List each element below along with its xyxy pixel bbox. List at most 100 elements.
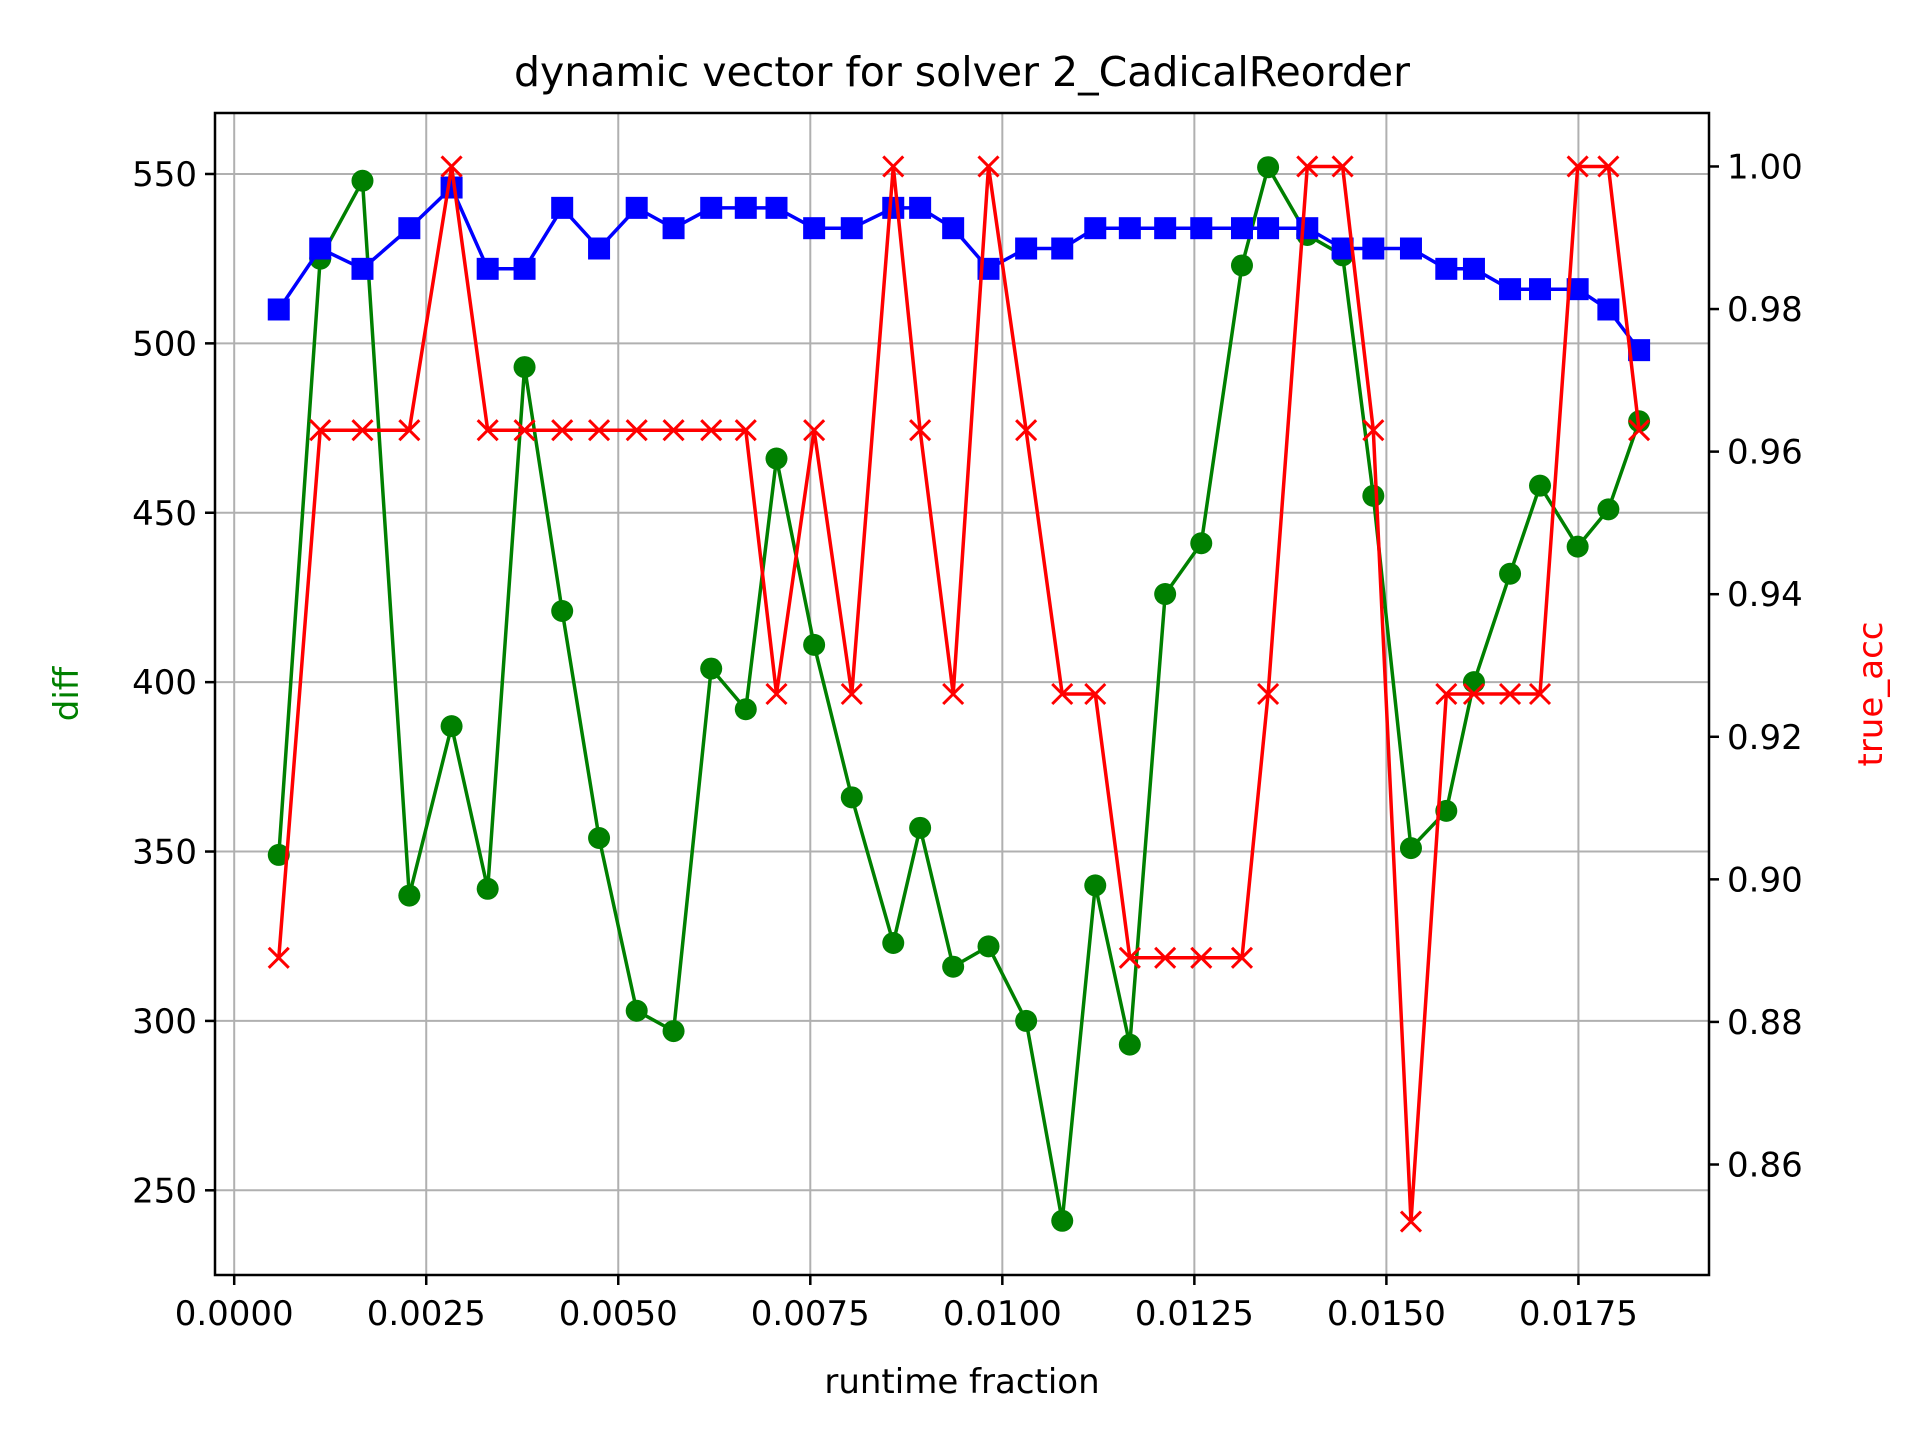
chart-title: dynamic vector for solver 2_CadicalReord…: [514, 48, 1410, 96]
data-point-circle: [1399, 837, 1422, 860]
data-point-square: [909, 196, 932, 219]
right-y-axis-ticks: 0.86 0.88 0.90 0.92 0.94 0.96 0.98 1.00: [1709, 147, 1803, 1186]
left-y-tick-label: 550: [132, 155, 197, 195]
left-y-axis-label: diff: [47, 665, 87, 721]
data-point-x: [351, 419, 374, 442]
data-point-circle: [803, 633, 826, 656]
data-point-x: [267, 946, 290, 969]
series-x: [267, 155, 1651, 1233]
data-point-circle: [1257, 156, 1280, 179]
data-point-x: [1399, 1210, 1423, 1233]
data-point-square: [476, 257, 499, 280]
data-point-x: [662, 419, 685, 442]
data-point-square: [1499, 278, 1522, 301]
data-point-x: [882, 155, 905, 178]
data-point-square: [700, 196, 723, 219]
data-point-square: [625, 196, 648, 219]
data-point-x: [625, 419, 648, 442]
data-point-circle: [1084, 874, 1107, 897]
data-point-square: [1230, 217, 1253, 240]
series-line: [277, 165, 1641, 1223]
data-point-square: [942, 217, 965, 240]
data-point-square: [267, 298, 290, 321]
data-point-x: [1331, 155, 1354, 178]
data-point-x: [1528, 682, 1552, 706]
data-point-circle: [1190, 532, 1213, 555]
x-tick-label: 0.0050: [559, 1294, 678, 1334]
data-point-square: [1296, 217, 1319, 240]
data-point-square: [513, 257, 536, 280]
data-point-square: [309, 237, 332, 260]
data-point-square: [1462, 257, 1485, 280]
data-point-x: [1597, 155, 1620, 178]
data-point-x: [803, 419, 826, 442]
data-point-square: [351, 257, 374, 280]
data-point-square: [1257, 217, 1280, 240]
x-axis-label: runtime fraction: [824, 1362, 1099, 1402]
data-point-circle: [1462, 671, 1485, 694]
data-point-x: [840, 682, 863, 706]
data-point-square: [1399, 237, 1422, 260]
right-y-tick-label: 0.98: [1727, 290, 1803, 330]
data-point-circle: [551, 600, 574, 622]
data-point-x: [1296, 155, 1319, 178]
x-tick-label: 0.0100: [943, 1294, 1062, 1334]
left-y-tick-label: 250: [132, 1171, 197, 1211]
data-point-x: [765, 682, 788, 706]
data-point-x: [1462, 682, 1486, 706]
series-circle: [267, 156, 1651, 1232]
right-y-tick-label: 0.86: [1727, 1146, 1803, 1186]
data-point-x: [1498, 682, 1522, 706]
data-point-circle: [1051, 1209, 1074, 1232]
series-line: [277, 164, 1641, 1224]
left-y-tick-label: 350: [132, 833, 197, 873]
data-point-circle: [351, 169, 374, 192]
left-y-tick-label: 400: [132, 663, 197, 703]
data-point-x: [700, 419, 723, 442]
data-point-x: [440, 155, 463, 178]
data-point-square: [1331, 237, 1354, 260]
data-point-circle: [476, 877, 499, 900]
data-point-circle: [1499, 562, 1522, 585]
data-point-x: [476, 419, 499, 442]
data-point-square: [1435, 257, 1458, 280]
data-point-circle: [588, 826, 611, 849]
data-point-circle: [1566, 535, 1589, 558]
data-point-circle: [1529, 474, 1552, 497]
data-point-square: [1015, 237, 1038, 260]
data-point-square: [1154, 217, 1177, 240]
x-tick-label: 0.0125: [1135, 1294, 1254, 1334]
right-y-axis-label: true_acc: [1851, 622, 1891, 767]
data-point-circle: [267, 843, 290, 866]
data-point-x: [977, 155, 1000, 178]
data-point-circle: [700, 657, 723, 680]
data-point-x: [909, 419, 932, 442]
data-point-x: [734, 419, 757, 442]
data-point-x: [588, 419, 611, 442]
data-point-x: [398, 419, 421, 442]
data-point-square: [840, 217, 863, 240]
data-point-circle: [942, 955, 965, 978]
data-point-square: [1597, 298, 1620, 321]
data-point-circle: [734, 698, 757, 721]
data-point-square: [734, 196, 757, 219]
left-y-tick-label: 450: [132, 494, 197, 534]
right-y-tick-label: 0.94: [1727, 575, 1803, 615]
left-y-axis-ticks: 250 300 350 400 450 500 550: [132, 155, 215, 1211]
data-point-circle: [1435, 799, 1458, 822]
data-point-x: [1118, 946, 1141, 969]
data-point-circle: [840, 786, 863, 809]
x-tick-label: 0.0000: [175, 1294, 294, 1334]
data-point-circle: [977, 935, 1000, 958]
data-point-circle: [1154, 583, 1177, 606]
data-point-circle: [909, 816, 932, 839]
data-point-square: [588, 237, 611, 260]
right-y-tick-label: 0.88: [1727, 1003, 1803, 1043]
data-point-circle: [1015, 1009, 1038, 1032]
right-y-tick-label: 0.90: [1727, 860, 1803, 900]
data-point-square: [765, 196, 788, 219]
data-point-circle: [882, 932, 905, 954]
data-point-square: [1529, 278, 1552, 301]
data-point-circle: [662, 1020, 685, 1043]
